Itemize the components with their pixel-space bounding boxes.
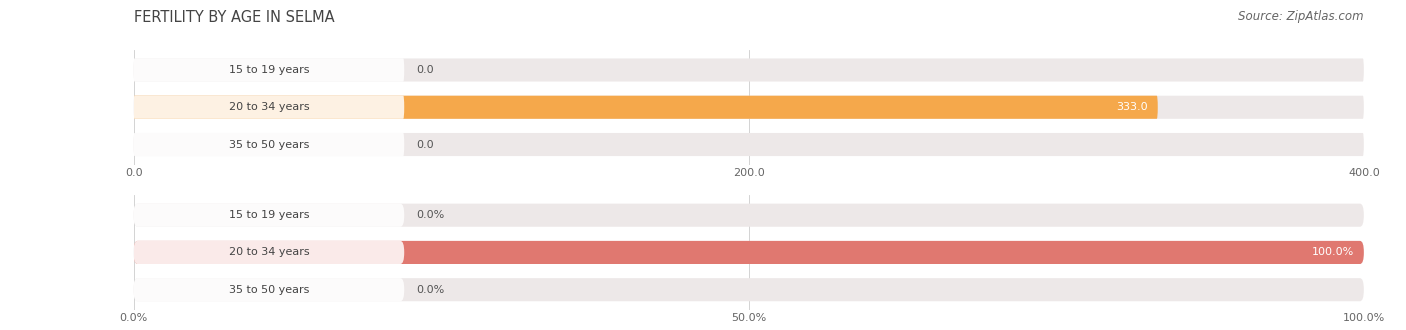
Text: 333.0: 333.0	[1116, 102, 1147, 112]
Text: 15 to 19 years: 15 to 19 years	[229, 65, 309, 75]
Text: 20 to 34 years: 20 to 34 years	[229, 102, 309, 112]
Text: 35 to 50 years: 35 to 50 years	[229, 285, 309, 295]
FancyBboxPatch shape	[134, 241, 1364, 264]
Text: 0.0: 0.0	[416, 65, 434, 75]
Text: 15 to 19 years: 15 to 19 years	[229, 210, 309, 220]
FancyBboxPatch shape	[134, 58, 1364, 82]
FancyBboxPatch shape	[134, 133, 1364, 156]
FancyBboxPatch shape	[134, 96, 405, 119]
Text: 0.0%: 0.0%	[416, 285, 444, 295]
Text: 0.0%: 0.0%	[416, 210, 444, 220]
FancyBboxPatch shape	[134, 96, 1364, 119]
Text: 35 to 50 years: 35 to 50 years	[229, 140, 309, 149]
Text: 100.0%: 100.0%	[1312, 248, 1354, 257]
FancyBboxPatch shape	[134, 241, 405, 264]
FancyBboxPatch shape	[134, 204, 1364, 227]
FancyBboxPatch shape	[134, 96, 1157, 119]
FancyBboxPatch shape	[134, 278, 1364, 301]
Text: 20 to 34 years: 20 to 34 years	[229, 248, 309, 257]
FancyBboxPatch shape	[134, 133, 405, 156]
Text: FERTILITY BY AGE IN SELMA: FERTILITY BY AGE IN SELMA	[134, 10, 335, 25]
Text: Source: ZipAtlas.com: Source: ZipAtlas.com	[1239, 10, 1364, 23]
FancyBboxPatch shape	[134, 58, 405, 82]
FancyBboxPatch shape	[134, 204, 405, 227]
FancyBboxPatch shape	[134, 278, 405, 301]
FancyBboxPatch shape	[134, 241, 1364, 264]
Text: 0.0: 0.0	[416, 140, 434, 149]
